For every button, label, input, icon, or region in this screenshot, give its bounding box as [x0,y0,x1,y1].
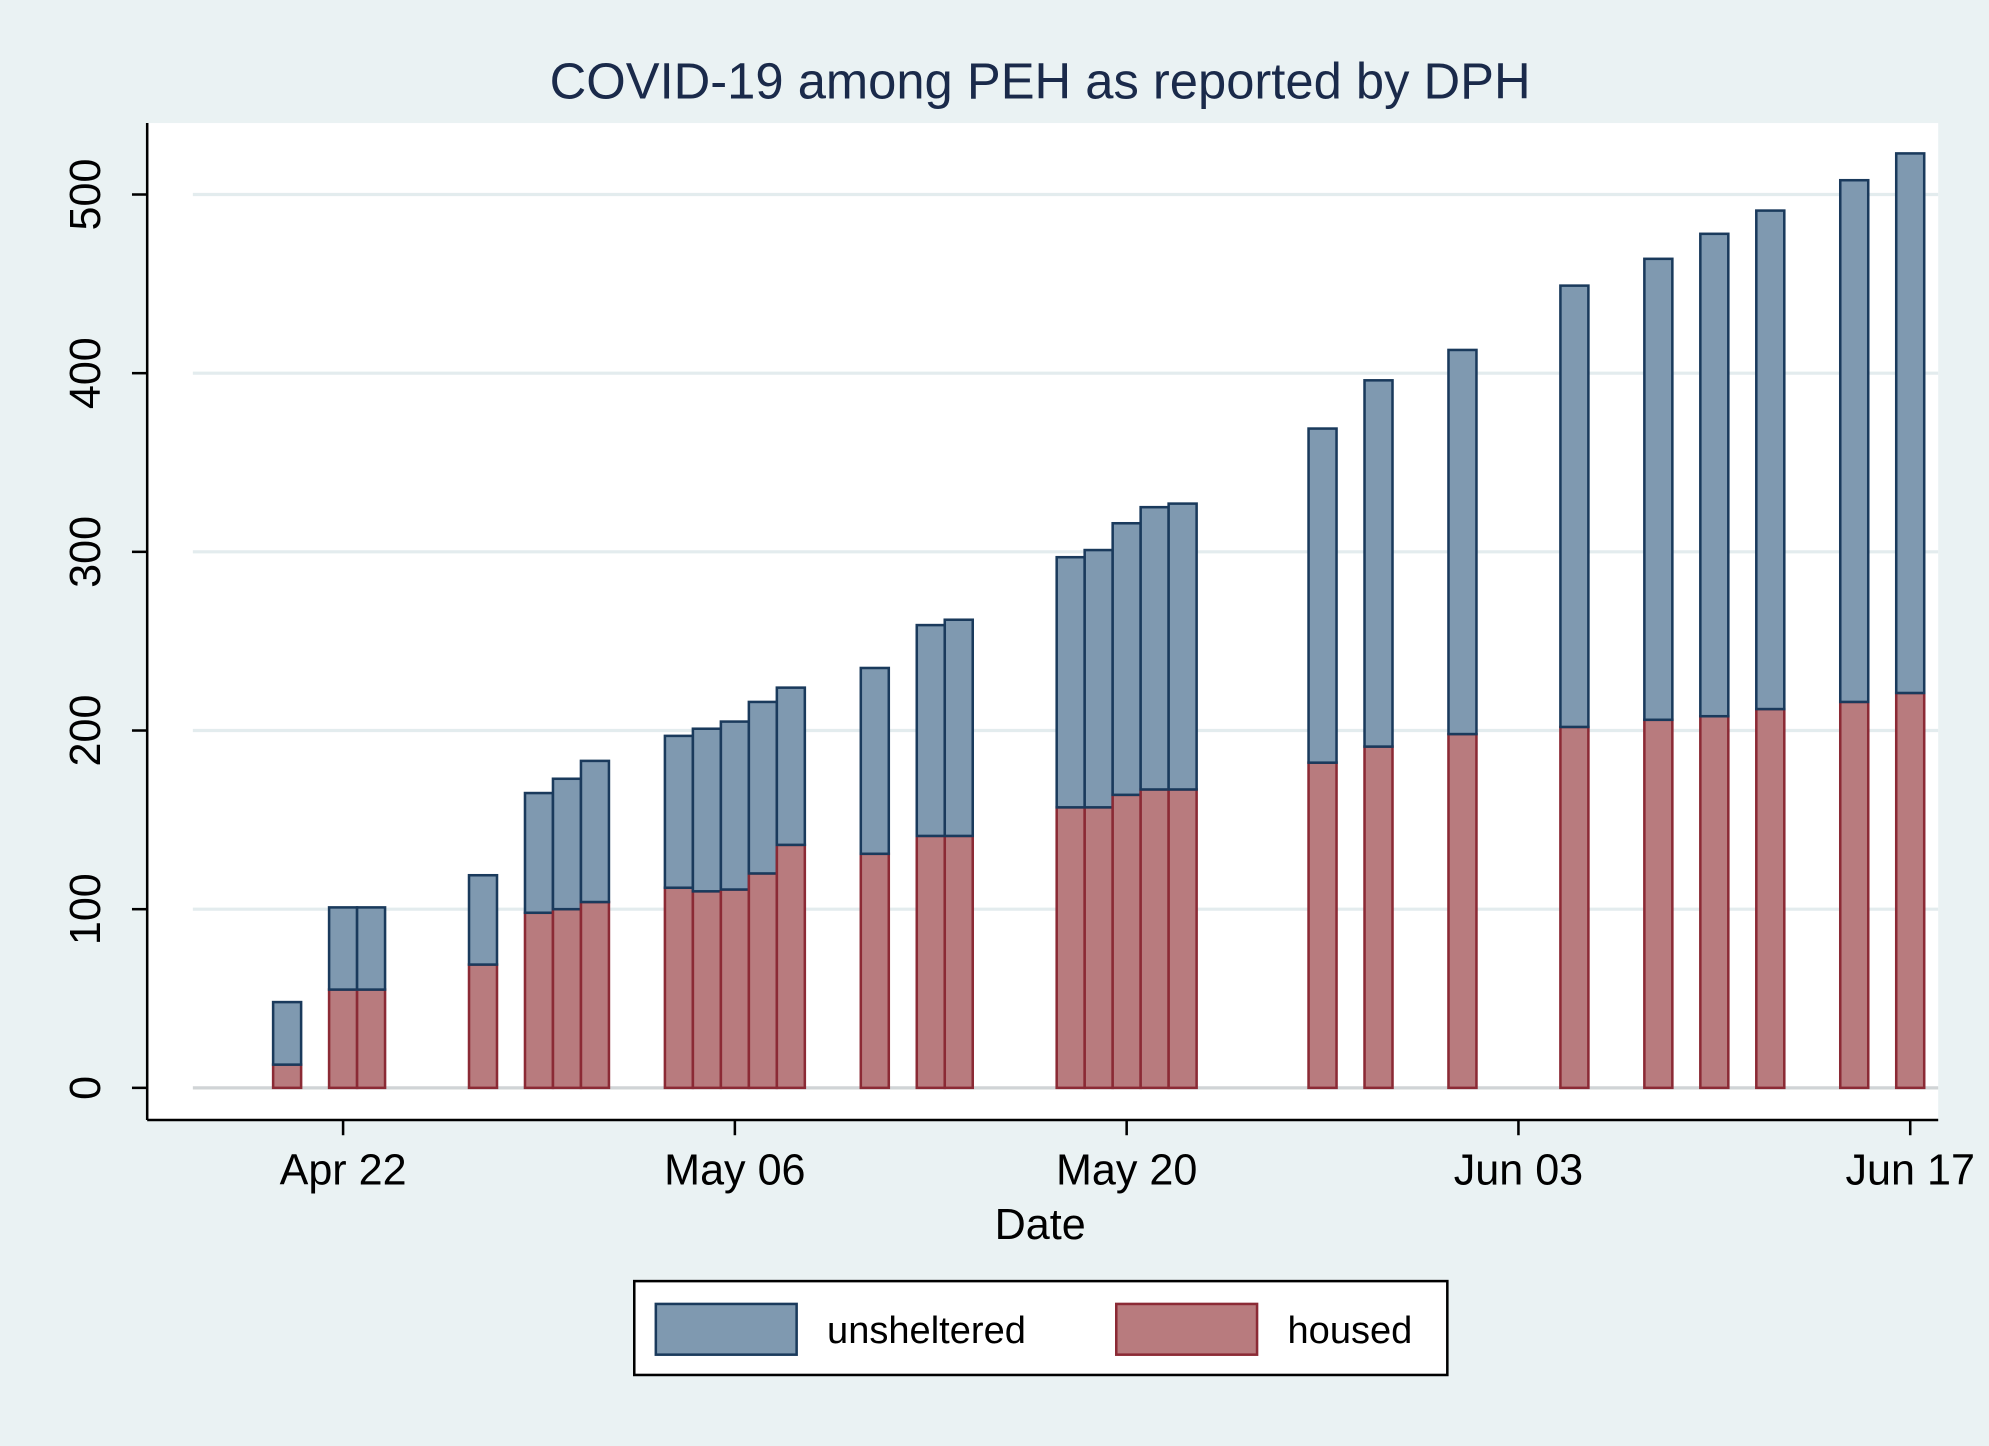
bar-segment [1559,284,1590,729]
chart-title: COVID-19 among PEH as reported by DPH [550,52,1531,109]
bar-segment [1111,793,1142,1090]
bar-segment [775,843,807,1090]
y-tick-label: 100 [62,873,110,945]
legend-label: housed [1288,1310,1413,1352]
x-tick-label: Apr 22 [280,1147,407,1195]
bar-segment [271,1000,303,1066]
bar-segment [691,890,723,1090]
bar-segment [691,727,723,893]
bar-segment [775,686,807,847]
bar-segment [1307,761,1338,1090]
y-tick-label: 400 [62,337,110,409]
bar-segment [1699,714,1730,1090]
bar-segment [1139,788,1170,1090]
bar-segment [747,872,779,1090]
bar-segment [327,906,359,991]
bar-segment [915,834,947,1090]
x-tick-label: May 06 [664,1147,805,1195]
bar-segment [747,700,779,875]
bar-segment [523,791,555,915]
x-tick-label: May 20 [1056,1147,1197,1195]
bar-segment [579,900,611,1090]
x-tick-label: Jun 03 [1454,1147,1583,1195]
bar-segment [1083,806,1114,1090]
bar-segment [859,852,891,1090]
bar-segment [1755,209,1786,711]
bar-segment [355,988,387,1090]
bar-segment [1055,806,1086,1090]
bar-segment [943,618,975,838]
bar-segment [1838,178,1870,704]
bar-segment [663,734,695,890]
bar-segment [551,777,583,911]
bar-segment [1363,745,1394,1090]
bar-segment [1167,502,1198,791]
bar-segment [719,888,751,1090]
bar-segment [551,907,583,1090]
plot-area [147,123,1939,1121]
y-tick-label: 0 [62,1076,110,1100]
y-tick-label: 300 [62,516,110,588]
bar-segment [1643,257,1674,722]
legend-swatch [654,1302,798,1356]
bar-segment [1447,348,1478,736]
bar-segment [1307,427,1338,764]
bar-segment [1838,700,1870,1090]
bar-segment [1083,548,1114,809]
bar-segment [1363,379,1394,748]
bar-segment [1559,725,1590,1090]
bar-segment [943,834,975,1090]
bar-segment [523,911,555,1090]
bar-segment [355,906,387,991]
bar-segment [271,1063,303,1090]
bar-segment [467,963,499,1090]
bar-segment [1111,521,1142,797]
y-tick-label: 200 [62,695,110,767]
legend-label: unsheltered [827,1310,1026,1352]
bar-segment [1447,732,1478,1090]
bar-segment [327,988,359,1090]
bar-segment [1699,232,1730,718]
x-tick-label: Jun 17 [1846,1147,1975,1195]
bar-segment [1055,555,1086,809]
bar-segment [1894,691,1926,1090]
bar-segment [1894,152,1926,695]
bar-segment [1167,788,1198,1090]
legend-swatch [1115,1302,1259,1356]
bar-segment [663,886,695,1090]
bar-segment [1139,505,1170,791]
bar-segment [719,720,751,891]
bar-segment [579,759,611,904]
bar-segment [1755,707,1786,1090]
y-tick-label: 500 [62,159,110,231]
x-axis-label: Date [995,1201,1086,1249]
bar-segment [915,623,947,838]
bar-segment [1643,718,1674,1090]
bar-segment [467,873,499,966]
bar-segment [859,666,891,856]
